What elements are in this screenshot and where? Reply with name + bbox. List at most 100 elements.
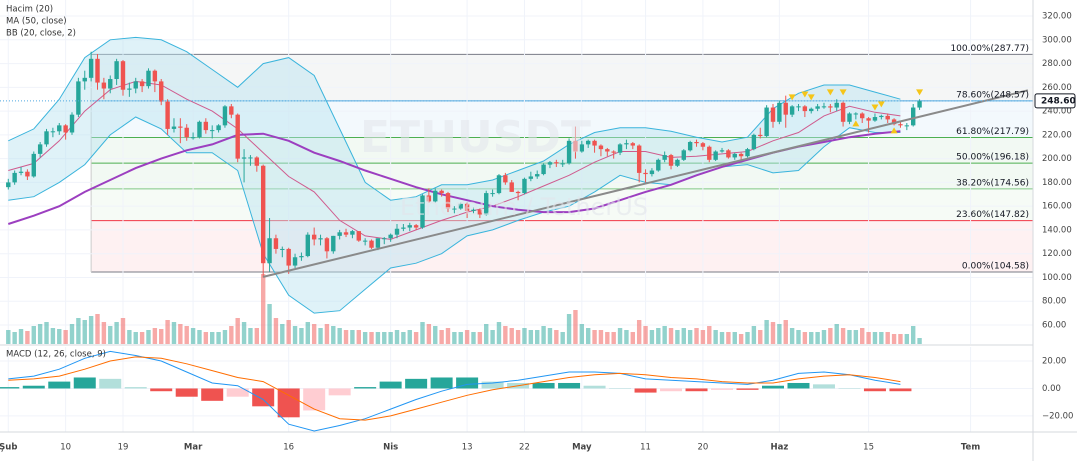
volume-bar (700, 330, 706, 344)
candle-body (872, 117, 878, 121)
legend-volume: Hacim (20) (6, 5, 53, 15)
candle-body (273, 238, 279, 249)
y-tick-label: 60.00 (1042, 320, 1066, 330)
x-tick-label: Mar (184, 443, 203, 453)
candle-body (777, 102, 782, 122)
candle-body (904, 125, 910, 127)
candle-body (203, 121, 209, 131)
macd-histogram-bar (73, 377, 96, 389)
fib-label: 78.60%(248.57) (956, 90, 1029, 100)
last-price-label: 248.60 (1041, 96, 1076, 106)
y-tick-label: 240.00 (1042, 107, 1072, 117)
volume-bar (6, 330, 11, 344)
candle-body (834, 102, 839, 108)
legend-bb: BB (20, close, 2) (6, 29, 76, 39)
volume-bar (509, 328, 514, 344)
volume-bar (343, 330, 349, 344)
volume-bar (783, 320, 788, 344)
watermark-sub: Ethereum / TetherUS (400, 193, 648, 221)
candle-body (560, 163, 565, 165)
volume-bar (260, 274, 266, 344)
fib-label: 100.00%(287.77) (950, 44, 1029, 54)
macd-histogram-bar (863, 388, 886, 392)
candle-body (758, 134, 763, 137)
volume-bar (88, 316, 94, 344)
macd-histogram-bar (328, 388, 351, 396)
candle-body (394, 228, 400, 235)
candle-body (108, 79, 113, 89)
volume-bar (687, 330, 693, 344)
candle-body (12, 172, 17, 183)
candle-body (439, 190, 444, 194)
candle-body (554, 162, 559, 164)
volume-bar (439, 330, 444, 344)
volume-bar (433, 326, 438, 344)
volume-bar (828, 328, 833, 344)
candle-body (305, 234, 310, 257)
candle-body (433, 190, 438, 202)
price-pane (0, 0, 1033, 344)
volume-bar (713, 330, 718, 344)
volume-bar (165, 320, 170, 344)
fib-zone (91, 163, 1033, 189)
volume-bar (535, 330, 540, 344)
last-price-box (1034, 93, 1076, 109)
x-tick-label: Tem (961, 443, 980, 453)
volume-bar (458, 332, 463, 344)
volume-bar (528, 330, 534, 344)
macd-histogram-bar (303, 388, 326, 411)
volume-bar (235, 318, 240, 344)
candle-body (579, 144, 585, 152)
volume-bar (656, 328, 661, 344)
candle-body (331, 235, 336, 252)
volume-bar (139, 332, 145, 344)
watermark: ETHUSDT (360, 112, 591, 163)
volume-bar (57, 329, 62, 344)
candle-body (356, 231, 361, 241)
volume-bar (860, 328, 865, 344)
candle-body (139, 81, 145, 87)
candle-body (69, 114, 75, 133)
candle-body (796, 106, 801, 108)
candle-body (464, 203, 470, 211)
volume-bar (719, 332, 725, 344)
candle-body (860, 113, 865, 119)
x-tick-label: Şub (0, 443, 17, 453)
volume-bar (847, 330, 852, 344)
bb-lower (8, 116, 901, 314)
candle-body (656, 159, 661, 171)
candle-body (515, 191, 521, 194)
signal-marker (807, 94, 815, 101)
signal-line (8, 356, 901, 421)
candle-body (184, 127, 189, 138)
y-tick-label: 160.00 (1042, 202, 1072, 212)
volume-bar (280, 324, 285, 344)
macd-histogram-bar (201, 388, 224, 401)
candle-body (76, 81, 81, 115)
signal-marker (916, 89, 924, 96)
candle-body (114, 61, 119, 80)
volume-bar (133, 332, 138, 344)
volume-bar (579, 324, 585, 344)
x-tick-label: Haz (770, 443, 788, 453)
candle-body (171, 126, 177, 129)
volume-bar (547, 328, 553, 344)
volume-bar (152, 328, 158, 344)
candle-body (764, 107, 769, 137)
volume-bar (617, 328, 623, 344)
volume-bar (681, 328, 686, 344)
candle-body (420, 195, 425, 228)
candle-body (44, 131, 49, 145)
volume-bar (318, 328, 323, 344)
volume-bar (636, 320, 642, 344)
macd-histogram-bar (685, 388, 708, 392)
candle-body (222, 106, 228, 126)
candle-body (751, 134, 757, 150)
y-tick-label: 100.00 (1042, 273, 1072, 283)
candle-body (503, 175, 508, 183)
candle-body (802, 106, 808, 112)
macd-histogram-bar (787, 382, 810, 389)
volume-bar (222, 330, 228, 344)
candle-body (707, 146, 712, 160)
candle-body (630, 143, 636, 146)
